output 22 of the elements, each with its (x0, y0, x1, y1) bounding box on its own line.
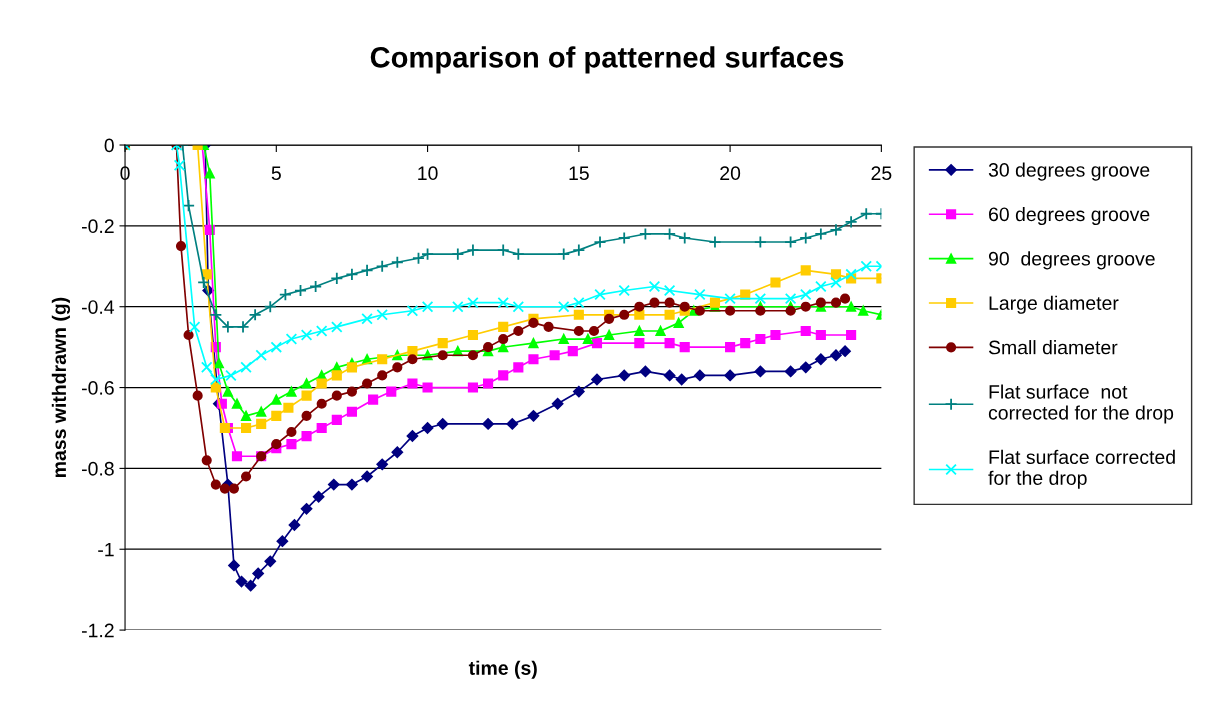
legend-label: Small diameter (988, 340, 1118, 355)
y-axis-title: mass withdrawn (g) (51, 297, 71, 478)
legend-label: 30 degrees groove (988, 162, 1150, 181)
y-tick-label: -0.8 (81, 461, 114, 476)
x-axis-title: time (s) (468, 660, 537, 679)
y-tick-label: -0.4 (81, 300, 115, 314)
legend-label: Flat surface corrected for the drop (988, 449, 1175, 489)
x-tick-label: 5 (271, 166, 281, 181)
chart-title: Comparison of patterned surfaces (370, 46, 844, 74)
x-tick-label: 25 (871, 166, 892, 181)
y-tick-label: -0.6 (81, 381, 114, 395)
x-tick-label: 20 (720, 166, 741, 181)
y-tick-label: -1 (98, 542, 114, 557)
legend-label: Large diameter (989, 295, 1119, 314)
y-tick-label: 0 (104, 138, 114, 153)
legend-label: 90 degrees groove (988, 251, 1155, 270)
y-tick-label: -1.2 (81, 623, 114, 638)
x-tick-label: 10 (418, 166, 438, 181)
x-tick-label: 15 (569, 166, 589, 181)
y-tick-label: -0.2 (81, 219, 114, 234)
legend-label: 60 degrees groove (989, 206, 1150, 226)
legend-label: Flat surface not corrected for the drop (988, 384, 1174, 424)
